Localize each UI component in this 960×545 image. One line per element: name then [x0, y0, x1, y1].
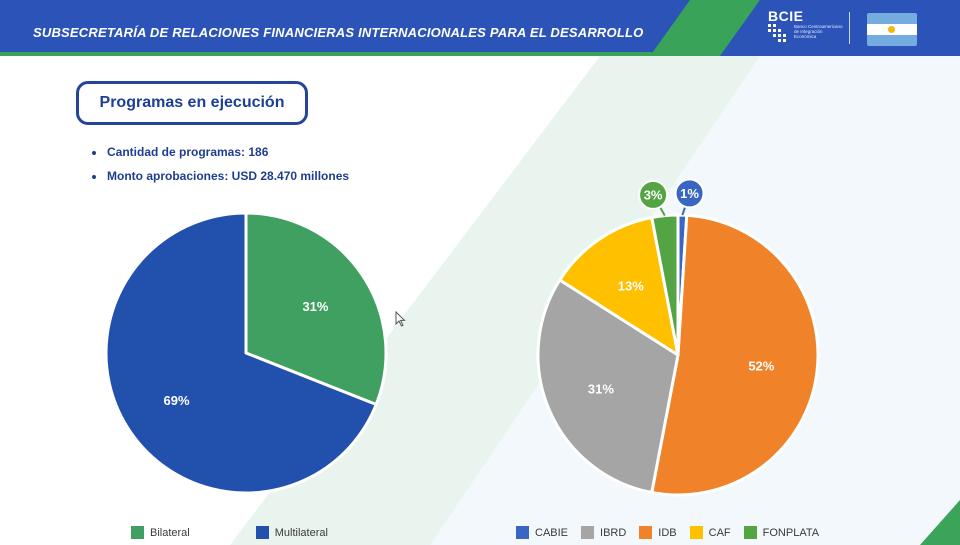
- stat-program-count-text: Cantidad de programas: 186: [107, 145, 269, 159]
- pie-slice-bilateral: [244, 211, 388, 407]
- legend-label-caf: CAF: [708, 526, 731, 539]
- header-bar: SUBSECRETARÍA DE RELACIONES FINANCIERAS …: [0, 0, 960, 56]
- legend-item-multilateral: Multilateral: [255, 526, 328, 539]
- programs-title: Programas en ejecución: [99, 94, 285, 111]
- header-title: SUBSECRETARÍA DE RELACIONES FINANCIERAS …: [33, 25, 644, 40]
- legend-item-idb: IDB: [639, 526, 677, 539]
- data-label-idb: 52%: [748, 359, 774, 374]
- legend-swatch-caf: [689, 526, 703, 539]
- legend-left: Bilateral Multilateral: [131, 526, 394, 539]
- bullet-icon: [92, 150, 96, 155]
- logo-text: BCIE: [768, 8, 804, 24]
- legend-swatch-cabie: [516, 526, 529, 539]
- data-label-bilateral: 31%: [302, 299, 328, 314]
- data-label-ibrd: 31%: [588, 381, 614, 396]
- legend-label-bilateral: Bilateral: [150, 526, 190, 539]
- header-divider: [849, 12, 850, 44]
- legend-item-fonplata: FONPLATA: [743, 526, 820, 539]
- pie-slice-idb: [650, 213, 820, 497]
- legend-label-cabie: CABIE: [535, 526, 569, 539]
- bcie-logo: BCIE Banco Centroamericano de Integració…: [742, 4, 850, 52]
- legend-item-caf: CAF: [689, 526, 731, 539]
- legend-swatch-bilateral: [131, 526, 144, 539]
- programs-title-box: Programas en ejecución: [76, 81, 308, 125]
- logo-subtitle: Banco Centroamericano de Integración Eco…: [794, 24, 843, 39]
- callout-bubble-cabie: [674, 178, 705, 209]
- legend-item-ibrd: IBRD: [581, 526, 626, 539]
- mouse-cursor-icon: [395, 311, 406, 327]
- legend-swatch-fonplata: [743, 526, 757, 539]
- pie-chart-bilateral-multilateral: 31% 69%: [104, 211, 388, 495]
- stat-program-count: Cantidad de programas: 186: [92, 145, 268, 159]
- legend-swatch-multilateral: [255, 526, 269, 539]
- legend-swatch-idb: [639, 526, 653, 539]
- data-label-cabie: 1%: [680, 186, 699, 201]
- legend-right: CABIE IBRD IDB CAF FONPLATA: [516, 526, 832, 539]
- bullet-icon: [92, 174, 96, 179]
- callout-bubble-fonplata: [638, 179, 669, 210]
- stat-approved-amount: Monto aprobaciones: USD 28.470 millones: [92, 169, 349, 183]
- argentina-flag-icon: [867, 13, 917, 46]
- pie-chart-multilateral-breakdown: 1% 52% 31% 13% 3%: [536, 178, 820, 497]
- data-label-caf: 13%: [618, 279, 644, 294]
- legend-label-ibrd: IBRD: [600, 526, 627, 539]
- pie-slice-fonplata: [650, 213, 680, 357]
- legend-label-fonplata: FONPLATA: [762, 526, 820, 539]
- legend-label-multilateral: Multilateral: [274, 526, 328, 539]
- legend-item-cabie: CABIE: [516, 526, 568, 539]
- pie-slice-caf: [558, 215, 680, 357]
- data-label-multilateral: 69%: [164, 393, 190, 408]
- legend-label-idb: IDB: [658, 526, 677, 539]
- pie-slice-multilateral: [104, 211, 378, 495]
- stat-approved-amount-text: Monto aprobaciones: USD 28.470 millones: [107, 169, 350, 183]
- legend-item-bilateral: Bilateral: [131, 526, 190, 539]
- data-label-fonplata: 3%: [644, 187, 663, 202]
- legend-swatch-ibrd: [581, 526, 595, 539]
- bcie-logo-icon: [768, 24, 786, 42]
